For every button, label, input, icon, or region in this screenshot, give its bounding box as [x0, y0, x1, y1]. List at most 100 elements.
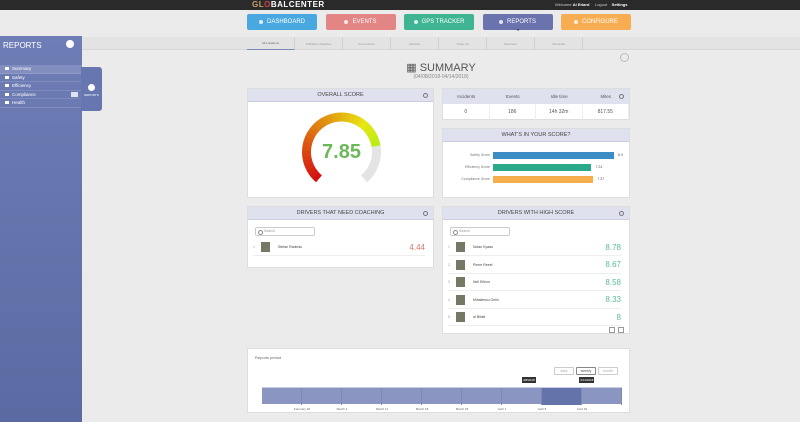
nav-configure[interactable]: CONFIGURE: [561, 14, 631, 30]
timeline-tick-label: April 8: [537, 407, 547, 411]
driver-score: 4.44: [409, 242, 425, 252]
user-name[interactable]: Al Erlard: [572, 2, 590, 7]
score-row: Efficiency Score 7.24: [443, 161, 629, 173]
info-icon[interactable]: [423, 210, 428, 216]
gauge-fill-segment: [362, 123, 373, 133]
toggle-icon[interactable]: [71, 91, 78, 97]
avatar: [456, 259, 465, 270]
sidebar-item-health[interactable]: Health: [0, 99, 82, 108]
driver-name[interactable]: Stefan Radeolu: [278, 245, 303, 249]
settings-link[interactable]: Settings: [611, 2, 628, 7]
nav-reports[interactable]: REPORTS: [482, 14, 553, 31]
nav-label: CONFIGURE: [582, 19, 618, 25]
coaching-panel: DRIVERS THAT NEED COACHING Search 1 Stefa…: [247, 206, 434, 268]
timeline-week-segment[interactable]: [462, 388, 502, 405]
tab-2[interactable]: Connections: [343, 37, 391, 50]
logout-link[interactable]: Logout: [594, 2, 608, 7]
driver-row[interactable]: 1 Stefan Radeolu 4.44: [253, 239, 425, 256]
gauge-fill-segment: [310, 123, 321, 134]
tab-3[interactable]: Vehicles: [391, 37, 439, 50]
sidebar-item-label: Compliance: [12, 91, 36, 97]
driver-rank: 5: [448, 315, 450, 319]
info-icon[interactable]: [423, 92, 428, 98]
search-input[interactable]: Search: [255, 227, 315, 236]
sidebar-item-label: Summary: [12, 66, 32, 72]
score-breakdown-panel: WHAT'S IN YOUR SCORE? Safety Score 8.9 Eff…: [442, 128, 630, 198]
gauge-fill-segment: [326, 113, 334, 124]
search-input[interactable]: Search: [450, 227, 510, 236]
events-icon: [344, 20, 349, 24]
nav-events[interactable]: EVENTS: [325, 14, 396, 30]
export-icon[interactable]: [620, 53, 629, 62]
gauge-fill-segment: [312, 172, 322, 183]
sidebar-item-label: Efficiency: [12, 83, 32, 89]
gauge-fill-segment: [304, 162, 315, 171]
driver-row[interactable]: 2 Pierre Reeel 8.67: [448, 257, 621, 274]
timeline-week-segment[interactable]: [542, 388, 582, 405]
info-icon[interactable]: [619, 210, 624, 216]
sidebar-title: REPORTS: [3, 41, 42, 50]
location-tabs: All Locations Suffolkss, Ripantes Connecti…: [82, 37, 800, 50]
driver-name[interactable]: Nell Eifeon: [473, 280, 490, 284]
period-timeline[interactable]: [262, 387, 622, 405]
driver-name[interactable]: al Bilotti: [473, 315, 486, 319]
driver-row[interactable]: 1 Nolan Kyaas 8.78: [448, 239, 621, 256]
range-start-label: 4/8/2018: [522, 377, 536, 383]
driver-rank: 4: [448, 297, 450, 302]
driver-row[interactable]: 3 Nell Eifeon 8.58: [448, 274, 621, 291]
driver-name[interactable]: Nolan Kyaas: [473, 245, 493, 249]
tab-1[interactable]: Suffolkss, Ripantes: [295, 37, 343, 50]
reports-flyout[interactable]: REPORTS: [81, 67, 102, 111]
sidebar-item-compliance[interactable]: Compliance: [0, 91, 82, 99]
score-bar: [493, 151, 615, 159]
sidebar-item-summary[interactable]: Summary: [0, 65, 82, 74]
nav-dashboard[interactable]: DASHBOARD: [247, 14, 317, 30]
tab-0[interactable]: All Locations: [247, 37, 295, 50]
stat-value: 186: [490, 104, 536, 120]
driver-name[interactable]: Pierre Reeel: [473, 262, 493, 267]
driver-name[interactable]: Mihailescu Gelin: [473, 297, 499, 302]
summary-icon: [5, 67, 9, 71]
period-weekly-button[interactable]: weekly: [576, 367, 596, 375]
nav-gps-tracker[interactable]: GPS TRACKER: [404, 14, 474, 30]
period-month-button[interactable]: month: [598, 367, 618, 375]
gps-tracker-icon: [413, 20, 418, 24]
dashboard-icon: [258, 20, 263, 24]
page-title: ▦ SUMMARY: [406, 62, 476, 74]
period-daily-button[interactable]: daily: [554, 367, 574, 375]
timeline-week-segment[interactable]: [582, 388, 622, 405]
safety-icon: [5, 75, 9, 79]
tab-6[interactable]: Terminals: [535, 37, 583, 50]
score-label: Safety Score: [469, 153, 490, 157]
timeline-tick-label: March 25: [455, 407, 469, 411]
score-value: 8.9: [618, 153, 623, 157]
gauge-fill-segment: [367, 130, 378, 140]
timeline-week-segment[interactable]: [262, 388, 302, 405]
timeline-week-segment[interactable]: [342, 388, 382, 405]
sidebar-item-efficiency[interactable]: Efficiency: [0, 82, 82, 91]
timeline-tick-label: April 1: [497, 407, 507, 411]
tab-4[interactable]: Trade Up: [439, 37, 487, 50]
sidebar-item-label: Health: [12, 100, 26, 106]
tab-5[interactable]: Business: [487, 37, 535, 50]
panel-header: WHAT'S IN YOUR SCORE?: [443, 129, 629, 142]
next-page-button[interactable]: [618, 327, 624, 333]
gauge-fill-segment: [348, 113, 357, 124]
driver-rank: 3: [448, 280, 450, 284]
timeline-week-segment[interactable]: [382, 388, 422, 405]
score-value: 7.24: [595, 165, 603, 169]
timeline-tick-label: March 11: [375, 407, 389, 411]
date-range: (04/08/2018-04/14/2018): [413, 74, 469, 80]
compliance-icon: [5, 92, 9, 96]
timeline-week-segment[interactable]: [422, 388, 462, 405]
driver-row[interactable]: 4 Mihailescu Gelin 8.33: [448, 292, 621, 309]
score-bar: [493, 175, 594, 183]
sidebar-item-safety[interactable]: Safety: [0, 74, 82, 82]
prev-page-button[interactable]: [609, 327, 615, 333]
info-icon[interactable]: [619, 94, 624, 99]
score-gauge: [302, 112, 381, 183]
driver-row[interactable]: 5 al Bilotti 8: [448, 309, 621, 326]
timeline-week-segment[interactable]: [502, 388, 542, 405]
gauge-fill-segment: [309, 169, 320, 179]
timeline-week-segment[interactable]: [302, 388, 342, 405]
